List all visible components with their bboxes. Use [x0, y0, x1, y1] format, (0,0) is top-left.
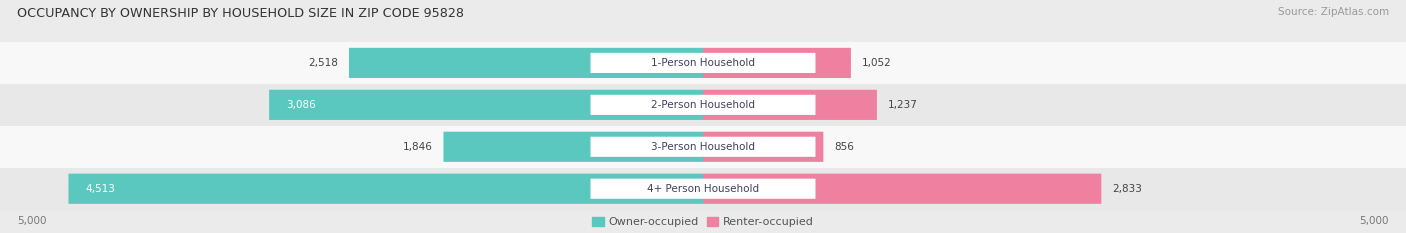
Text: Source: ZipAtlas.com: Source: ZipAtlas.com — [1278, 7, 1389, 17]
FancyBboxPatch shape — [591, 53, 815, 73]
Text: 1,052: 1,052 — [862, 58, 891, 68]
FancyBboxPatch shape — [703, 90, 877, 120]
Text: 5,000: 5,000 — [1360, 216, 1389, 226]
FancyBboxPatch shape — [69, 174, 703, 204]
Text: 2,833: 2,833 — [1112, 184, 1143, 194]
FancyBboxPatch shape — [703, 132, 824, 162]
FancyBboxPatch shape — [591, 179, 815, 199]
FancyBboxPatch shape — [443, 132, 703, 162]
Text: 3,086: 3,086 — [285, 100, 316, 110]
Text: 4+ Person Household: 4+ Person Household — [647, 184, 759, 194]
Text: 4,513: 4,513 — [86, 184, 115, 194]
Text: 1,846: 1,846 — [402, 142, 432, 152]
Bar — [0, 84, 1406, 126]
Text: 2-Person Household: 2-Person Household — [651, 100, 755, 110]
FancyBboxPatch shape — [703, 48, 851, 78]
Text: 2,518: 2,518 — [308, 58, 337, 68]
Text: 5,000: 5,000 — [17, 216, 46, 226]
FancyBboxPatch shape — [591, 95, 815, 115]
FancyBboxPatch shape — [703, 174, 1101, 204]
Bar — [0, 126, 1406, 168]
Text: 1-Person Household: 1-Person Household — [651, 58, 755, 68]
FancyBboxPatch shape — [591, 137, 815, 157]
Text: 3-Person Household: 3-Person Household — [651, 142, 755, 152]
Text: 856: 856 — [835, 142, 855, 152]
FancyBboxPatch shape — [349, 48, 703, 78]
FancyBboxPatch shape — [269, 90, 703, 120]
Bar — [0, 42, 1406, 84]
Bar — [0, 168, 1406, 210]
Text: 1,237: 1,237 — [889, 100, 918, 110]
Legend: Owner-occupied, Renter-occupied: Owner-occupied, Renter-occupied — [592, 217, 814, 227]
Text: OCCUPANCY BY OWNERSHIP BY HOUSEHOLD SIZE IN ZIP CODE 95828: OCCUPANCY BY OWNERSHIP BY HOUSEHOLD SIZE… — [17, 7, 464, 20]
